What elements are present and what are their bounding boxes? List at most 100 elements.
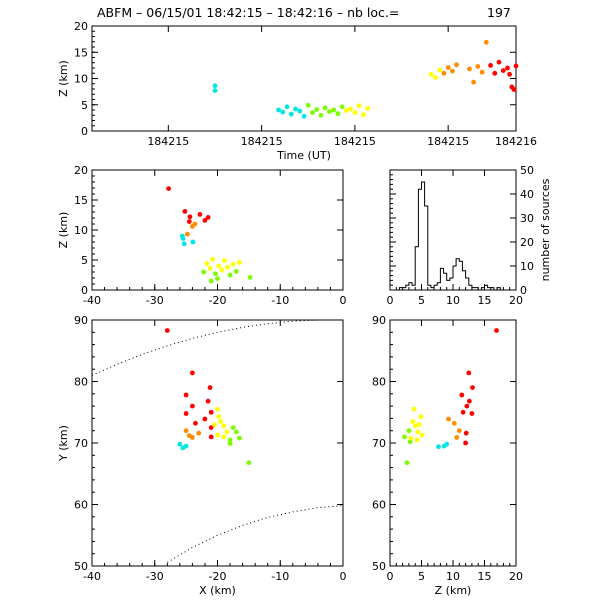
figure-title: ABFM – 06/15/01 18:42:15 – 18:42:16 – nb… — [97, 5, 399, 20]
source-point — [233, 269, 239, 274]
source-point — [216, 263, 222, 269]
histogram-outline — [390, 181, 516, 291]
source-point — [196, 430, 202, 436]
source-point — [444, 441, 450, 447]
source-point — [207, 385, 213, 390]
source-point — [322, 105, 328, 111]
y-tick-label: 50 — [372, 560, 386, 573]
y-tick-label: 70 — [74, 437, 88, 450]
y-tick-label: 15 — [74, 194, 88, 207]
y-axis-label: Z (km) — [57, 212, 70, 249]
y-tick-label: 0 — [81, 284, 88, 297]
y-tick-label: 50 — [520, 164, 534, 177]
y-tick-label: 0 — [81, 125, 88, 138]
x-tick-label: 0 — [387, 570, 394, 583]
plot-frame — [91, 319, 344, 567]
source-point — [180, 233, 185, 239]
y-tick-label: 20 — [74, 164, 88, 177]
source-point — [181, 241, 187, 247]
range-ring-arc — [167, 505, 344, 563]
source-point — [496, 59, 502, 65]
x-tick-label: 10 — [446, 294, 460, 307]
source-point — [208, 278, 214, 284]
source-point — [190, 224, 195, 229]
y-tick-label: 50 — [74, 560, 88, 573]
source-point — [460, 409, 466, 415]
y-tick-label: 80 — [372, 376, 386, 389]
source-point — [190, 239, 196, 245]
source-point — [446, 416, 451, 422]
source-point — [314, 107, 320, 112]
x-z-panel: -40 -30 -20 -10 0 0 5 10 15 20 Z (km) — [57, 164, 347, 307]
source-point — [202, 416, 208, 422]
x-tick-label: 5 — [418, 570, 425, 583]
source-point — [221, 423, 227, 429]
source-point — [246, 460, 252, 466]
source-point — [471, 79, 476, 85]
source-point — [407, 439, 413, 445]
source-point — [445, 65, 451, 70]
source-point — [208, 425, 214, 430]
source-point — [327, 109, 332, 114]
y-tick-label: 30 — [520, 212, 534, 225]
source-point — [215, 406, 220, 412]
source-point — [177, 441, 183, 447]
y-tick-label: 90 — [74, 314, 88, 327]
x-tick-label: 184215 — [427, 135, 469, 148]
x-tick-label: -10 — [271, 294, 289, 307]
source-point — [318, 112, 324, 118]
source-point — [221, 434, 227, 440]
source-point — [459, 392, 465, 398]
source-point — [208, 434, 214, 440]
source-point — [494, 328, 499, 333]
y-tick-label: 70 — [372, 437, 386, 450]
x-tick-label: -20 — [209, 570, 227, 583]
source-point — [204, 261, 210, 266]
x-tick-label: -40 — [83, 570, 101, 583]
source-point — [201, 269, 207, 275]
source-point — [365, 106, 370, 111]
source-point — [454, 62, 459, 68]
z-y-panel: 0 5 10 15 20 50 60 70 80 90 Z (km) — [372, 314, 523, 597]
source-point — [237, 260, 242, 265]
y-tick-label: 0 — [520, 284, 527, 297]
source-point — [205, 398, 211, 404]
source-point — [415, 429, 421, 435]
source-point — [310, 110, 315, 115]
x-tick-label: 184215 — [334, 135, 376, 148]
source-point — [216, 414, 222, 419]
source-point — [227, 272, 233, 278]
source-point — [233, 429, 239, 435]
x-tick-label: 10 — [446, 570, 460, 583]
source-point — [182, 209, 188, 214]
source-point — [352, 110, 358, 115]
x-tick-label: 20 — [509, 294, 523, 307]
range-ring-arc — [91, 319, 343, 376]
source-point — [500, 68, 506, 73]
source-point — [230, 261, 236, 267]
source-point — [361, 112, 366, 118]
x-tick-label: -30 — [146, 570, 164, 583]
x-tick-label: 184215 — [241, 135, 283, 148]
source-point — [213, 271, 219, 277]
source-point — [215, 276, 220, 281]
y-axis-label: number of sources — [539, 178, 552, 281]
x-tick-label: -40 — [83, 294, 101, 307]
histogram-bar — [456, 259, 459, 290]
source-point — [207, 266, 213, 271]
x-tick-label: 0 — [340, 570, 347, 583]
source-point — [456, 428, 462, 434]
source-point — [227, 441, 233, 446]
y-tick-label: 60 — [372, 499, 386, 512]
source-point — [293, 106, 298, 112]
x-tick-label: 184216 — [495, 135, 537, 148]
x-tick-label: 0 — [340, 294, 347, 307]
x-tick-label: 20 — [509, 570, 523, 583]
source-point — [212, 83, 218, 89]
source-point — [433, 75, 438, 80]
x-tick-label: 184215 — [147, 135, 189, 148]
source-point — [297, 108, 303, 114]
y-tick-label: 40 — [520, 188, 534, 201]
source-point — [412, 423, 418, 429]
